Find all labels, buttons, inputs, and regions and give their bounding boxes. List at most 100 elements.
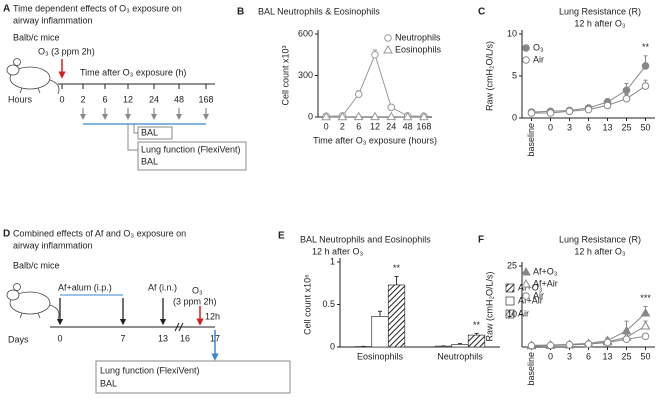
diagram-title: Time dependent effects of O₃ exposure on xyxy=(13,3,182,13)
series-line xyxy=(326,53,424,117)
bal-box xyxy=(137,126,173,140)
marker xyxy=(371,50,379,59)
annotation: ** xyxy=(393,263,401,273)
x-tick-label: 168 xyxy=(416,121,431,131)
legend-label: Air xyxy=(533,54,544,64)
marker xyxy=(584,105,593,114)
marker xyxy=(622,94,631,103)
timeline-ticks xyxy=(61,84,207,89)
box-label: BAL xyxy=(141,127,158,137)
y-tick-label: 25 xyxy=(507,260,517,270)
box-label: Lung function (FlexiVent) xyxy=(141,144,241,154)
legend-label: Neutrophils xyxy=(395,32,441,42)
lung-box xyxy=(137,141,247,171)
legend-label: Af+Air xyxy=(518,295,543,305)
x-tick-label: Eosinophils xyxy=(357,351,404,361)
sampling-arrows xyxy=(80,108,209,120)
diagram-a: A Time dependent effects of O₃ exposure … xyxy=(3,3,247,171)
x-tick-label: 3 xyxy=(567,122,572,132)
chart-title: Lung Resistance (R) xyxy=(559,234,641,244)
chart-subtitle: 12 h after O₃ xyxy=(574,18,626,28)
marker xyxy=(386,111,397,121)
y-tick-label: 300 xyxy=(298,70,313,80)
x-tick-label: 25 xyxy=(621,351,631,361)
marker xyxy=(565,340,574,349)
label: 12h xyxy=(205,311,220,321)
legend-marker xyxy=(521,266,531,276)
marker xyxy=(370,111,380,121)
legend-label: O₃ xyxy=(533,42,544,52)
marker xyxy=(640,320,651,330)
lung-box xyxy=(95,360,291,394)
marker xyxy=(641,332,650,341)
diagram-title: Combined effects of Af and O₃ exposure o… xyxy=(13,228,186,238)
marker xyxy=(354,90,363,98)
x-tick-label: 50 xyxy=(640,351,650,361)
marker xyxy=(641,82,650,90)
subject: Balb/c mice xyxy=(13,32,60,42)
chart-title: BAL Neutrophils & Eosinophils xyxy=(258,6,380,16)
y-tick-label: 10 xyxy=(507,309,517,319)
legend-marker xyxy=(522,56,530,64)
timepoint: 48 xyxy=(174,94,184,104)
legend-marker xyxy=(522,44,530,52)
marker xyxy=(622,335,631,344)
y-axis-label: Raw (cmH₂O/L/s) xyxy=(484,41,494,111)
x-tick-label: 6 xyxy=(586,122,591,132)
marker xyxy=(565,107,574,116)
chart-subtitle: 12 h after O₃ xyxy=(312,246,364,256)
marker xyxy=(387,103,396,112)
panel-letter: D xyxy=(3,229,10,240)
y-axis-label: Raw (cmH₂O/L/s) xyxy=(484,272,494,342)
diagram-title: airway inflammation xyxy=(13,240,93,250)
legend-swatch xyxy=(505,296,515,306)
y-axis-label: Cell count x10³ xyxy=(280,45,290,105)
x-tick-label: 0 xyxy=(548,351,553,361)
legend-label: Air xyxy=(533,290,544,300)
marker xyxy=(353,111,364,121)
x-tick-label: 3 xyxy=(567,351,572,361)
timepoint: 0 xyxy=(57,333,62,343)
y-tick-label: 10 xyxy=(507,28,517,38)
chart-line: F Lung Resistance (R) 12 h after O₃ 10 25 Raw… xyxy=(478,234,655,386)
legend-swatch xyxy=(505,283,515,293)
panel-letter: E xyxy=(278,231,285,242)
axis-title: Time after O₃ exposure (h) xyxy=(80,67,186,77)
axis-label: Days xyxy=(8,334,29,344)
diagram-title: airway inflammation xyxy=(13,15,93,25)
x-tick-label: 13 xyxy=(602,122,612,132)
mouse-icon xyxy=(6,58,60,95)
bar xyxy=(371,316,389,348)
marker xyxy=(546,341,555,350)
timepoint: 16 xyxy=(180,333,190,343)
timepoint: 6 xyxy=(102,94,107,104)
subject: Balb/c mice xyxy=(13,260,60,270)
chart-title: BAL Neutrophils and Eosinophils xyxy=(300,234,431,244)
x-tick-label: 24 xyxy=(386,121,396,131)
label: (3 ppm 2h) xyxy=(173,296,217,306)
legend-label: Eosinophils xyxy=(395,44,442,54)
marker xyxy=(527,341,536,350)
axis-break xyxy=(174,322,184,332)
timepoint: 12 xyxy=(123,94,133,104)
legend-label: Af+O₃ xyxy=(533,266,558,276)
marker xyxy=(584,340,593,348)
panel-letter: B xyxy=(237,7,244,18)
y-tick-label: 0 xyxy=(512,112,517,122)
panel-letter: F xyxy=(478,235,484,246)
marker xyxy=(337,111,348,121)
timepoint: 2 xyxy=(80,94,85,104)
label: Af (i.n.) xyxy=(148,282,177,292)
exposure-label: O₃ (3 ppm 2h) xyxy=(38,46,95,56)
legend-marker xyxy=(522,292,530,300)
y-tick-label: 5 xyxy=(512,70,517,80)
timepoint: 0 xyxy=(59,94,64,104)
x-tick-label: 6 xyxy=(586,351,591,361)
connector xyxy=(127,124,138,151)
box-label: Lung function (FlexiVent) xyxy=(100,365,200,375)
marker xyxy=(640,307,651,317)
axis-label: Hours xyxy=(8,94,33,104)
bar xyxy=(451,344,469,348)
legend-marker xyxy=(383,44,393,54)
